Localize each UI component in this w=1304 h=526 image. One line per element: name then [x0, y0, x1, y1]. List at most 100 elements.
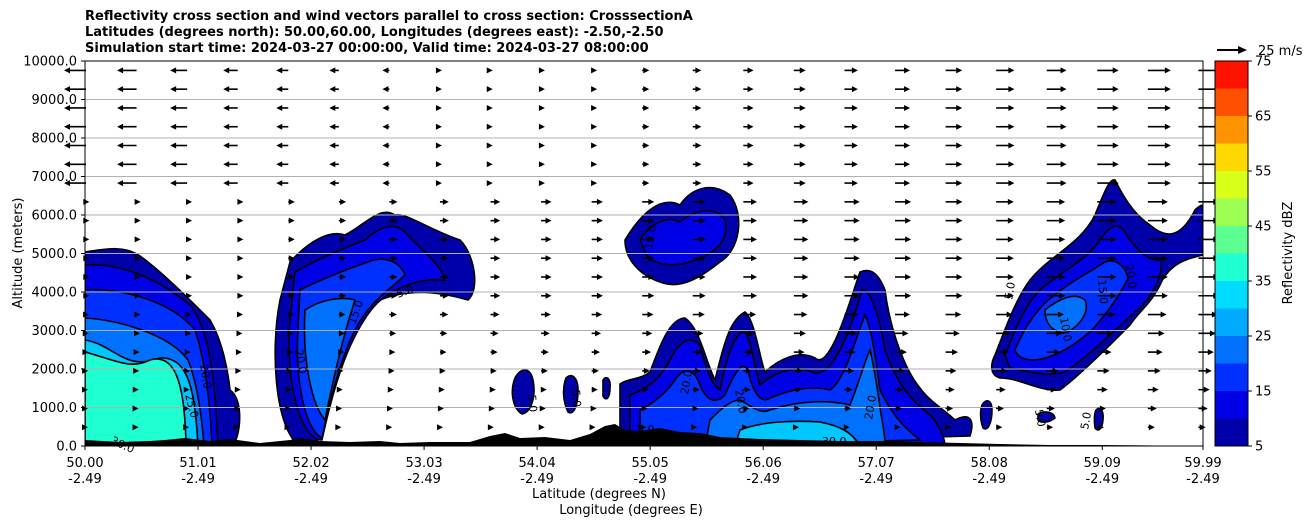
wind-vector-head	[904, 161, 911, 168]
x-tick-label-lon: -2.49	[859, 472, 893, 487]
wind-vector-head	[1060, 86, 1067, 93]
wind-vector-head	[117, 86, 124, 93]
chart-title-line-2: Latitudes (degrees north): 50.00,60.00, …	[85, 25, 664, 40]
wind-vector-head	[541, 367, 548, 374]
colorbar-segment	[1215, 418, 1248, 446]
wind-vector-head	[956, 180, 963, 187]
wind-vector-head	[492, 330, 499, 337]
colorbar-tick-label: 65	[1255, 110, 1272, 125]
wind-vector-head	[1154, 367, 1161, 374]
wind-vector-head	[442, 198, 449, 205]
wind-vector-head	[802, 198, 809, 205]
y-tick-label: 5000.0	[32, 247, 78, 262]
wind-vector-head	[339, 311, 346, 318]
wind-vector-head	[800, 330, 807, 337]
contour-label: 5.0	[569, 389, 583, 408]
wind-vector-head	[799, 104, 806, 111]
wind-vector-head	[956, 236, 963, 243]
wind-vector-head	[133, 349, 140, 356]
x-tick-label-lon: -2.49	[520, 472, 554, 487]
wind-vector-head	[1164, 123, 1171, 130]
wind-vector-head	[545, 198, 552, 205]
contour-label: 5.0	[525, 394, 539, 413]
wind-vector-head	[1007, 198, 1014, 205]
wind-vector-head	[236, 330, 243, 337]
wind-vector-head	[83, 198, 90, 205]
colorbar-segment	[1215, 226, 1248, 254]
x-tick-label-lon: -2.49	[1186, 472, 1220, 487]
wind-vector-head	[340, 273, 347, 280]
wind-vector-head	[64, 104, 70, 111]
colorbar-tick-label: 75	[1255, 55, 1272, 70]
wind-vector-head	[494, 273, 501, 280]
wind-vector-head	[340, 255, 347, 262]
wind-vector-head	[799, 142, 806, 149]
wind-vector-head	[64, 142, 70, 149]
wind-vector-head	[170, 142, 177, 149]
wind-vector-head	[440, 349, 447, 356]
wind-vector-head	[751, 255, 758, 262]
wind-vector-head	[237, 198, 244, 205]
wind-vector-head	[956, 255, 963, 262]
colorbar-segment	[1215, 363, 1248, 391]
wind-vector-head	[1164, 67, 1171, 74]
wind-vector-head	[170, 104, 177, 111]
wind-vector-head	[184, 349, 191, 356]
wind-vector-head	[1059, 292, 1066, 299]
wind-vector-head	[544, 311, 551, 318]
wind-vector-head	[846, 386, 853, 393]
wind-vector-head	[744, 386, 751, 393]
x-tick-label-lon: -2.49	[972, 472, 1006, 487]
wind-vector-head	[643, 104, 650, 111]
colorbar-segment	[1215, 88, 1248, 116]
wind-vector-head	[695, 161, 702, 168]
wind-vector-head	[487, 424, 494, 431]
wind-vector-head	[747, 67, 754, 74]
wind-vector-head	[442, 292, 449, 299]
wind-vector-head	[905, 273, 912, 280]
contour-label: 20.0	[292, 348, 309, 374]
wind-vector-head	[1004, 330, 1011, 337]
wind-vector-head	[285, 386, 292, 393]
wind-vector-head	[117, 142, 124, 149]
wind-vector-head	[1060, 123, 1067, 130]
wind-vector-head	[542, 349, 549, 356]
contour-label: 25.0	[182, 392, 201, 419]
wind-vector-head	[134, 236, 141, 243]
wind-vector-head	[747, 349, 754, 356]
wind-vector-head	[235, 349, 242, 356]
contour-region-e	[562, 374, 579, 414]
wind-vector-head	[1054, 349, 1061, 356]
wind-vector-head	[905, 292, 912, 299]
contour-region-g-20	[704, 347, 886, 446]
wind-vector-head	[442, 273, 449, 280]
colorbar-segment	[1215, 61, 1248, 89]
x-tick-label-lat: 58.08	[971, 456, 1008, 471]
wind-vector-head	[596, 255, 603, 262]
wind-vector-head	[851, 86, 858, 93]
wind-vector-head	[956, 161, 963, 168]
wind-vector-head	[276, 123, 283, 130]
x-tick-label-lon: -2.49	[407, 472, 441, 487]
wind-vector-head	[1008, 123, 1015, 130]
wind-vector-head	[276, 180, 283, 187]
wind-vector-head	[591, 86, 598, 93]
wind-vector-head	[747, 123, 754, 130]
wind-vector-head	[950, 367, 957, 374]
wind-vector-head	[382, 123, 389, 130]
contour-region-d	[511, 369, 535, 415]
wind-vector-head	[848, 367, 855, 374]
wind-vector-head	[1112, 123, 1119, 130]
contour-labels: 30.0 25.0 20.0 20.0 15.0 5.0 5.0 5.0 5.0…	[109, 224, 1139, 456]
wind-vector-head	[340, 217, 347, 224]
wind-vector-head	[799, 180, 806, 187]
wind-vector-head	[1060, 180, 1067, 187]
wind-vector-head	[170, 161, 177, 168]
wind-vector-head	[183, 386, 190, 393]
colorbar-segment	[1215, 281, 1248, 309]
wind-vector-head	[802, 255, 809, 262]
wind-vector-head	[902, 330, 909, 337]
wind-vector-head	[540, 386, 547, 393]
wind-vector-head	[117, 161, 124, 168]
wind-vector-head	[747, 142, 754, 149]
